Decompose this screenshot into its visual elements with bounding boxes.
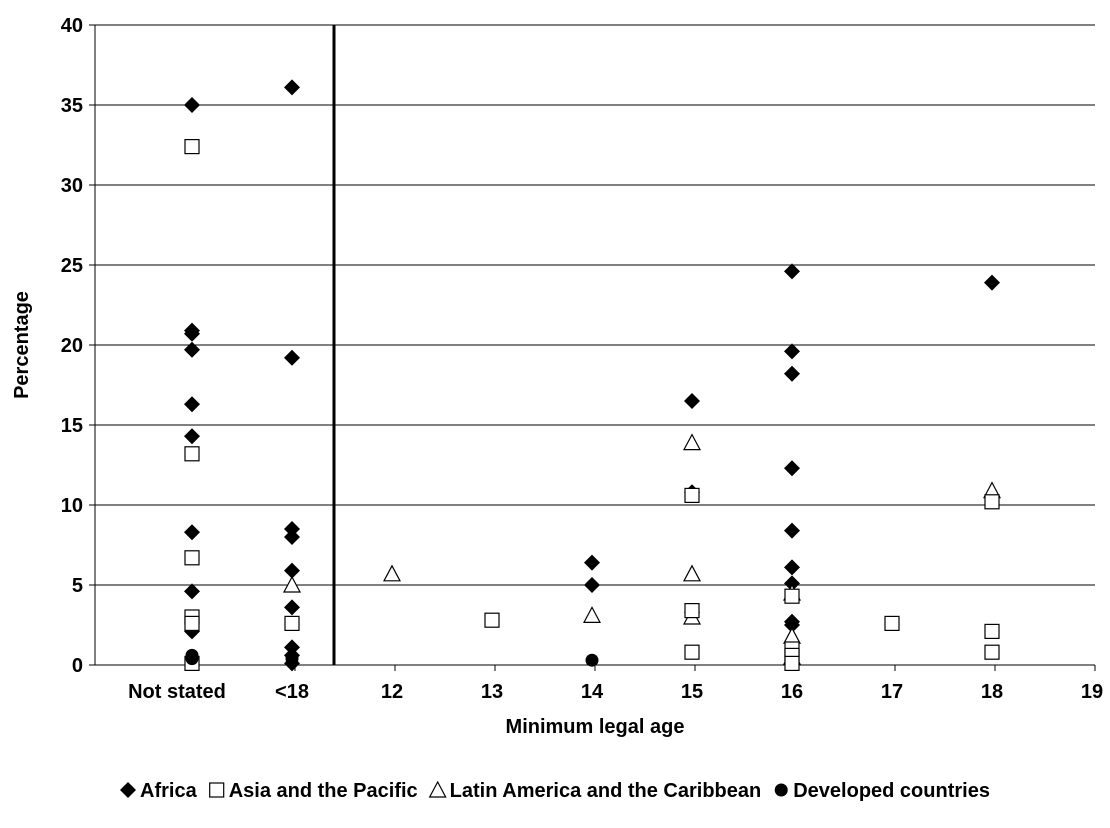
- point-asia-and-the-pacific-7: [484, 612, 500, 628]
- point-africa-28: [784, 559, 800, 576]
- x-axis-title: Minimum legal age: [506, 716, 685, 738]
- point-developed-countries-3: [585, 653, 599, 667]
- y-tick-label-15: 15: [61, 415, 83, 437]
- x-tick-label-8: 18: [981, 681, 1003, 703]
- y-tick-label-0: 0: [72, 655, 83, 677]
- legend-marker-africa: [120, 782, 136, 798]
- point-africa-7: [184, 583, 200, 600]
- point-latin-america-and-the-caribbean-1: [383, 564, 401, 582]
- point-africa-12: [284, 529, 300, 545]
- y-tick-label-35: 35: [61, 95, 83, 117]
- legend-label-developed-countries: Developed countries: [793, 780, 990, 802]
- legend-label-asia-and-the-pacific: Asia and the Pacific: [229, 780, 418, 802]
- point-africa-2: [184, 325, 200, 342]
- series-developed-countries: [185, 648, 599, 667]
- axes: [89, 24, 1096, 671]
- y-tick-label-25: 25: [61, 255, 83, 277]
- point-africa-18: [584, 554, 600, 571]
- point-africa-9: [284, 79, 300, 96]
- point-asia-and-the-pacific-4: [184, 615, 200, 632]
- point-developed-countries-1: [185, 652, 199, 666]
- x-tick-label-2: 12: [381, 681, 403, 703]
- series-africa: [184, 79, 1000, 672]
- x-tick-label-5: 15: [681, 681, 703, 703]
- y-tick-label-30: 30: [61, 175, 83, 197]
- point-africa-5: [184, 428, 200, 445]
- legend-marker-developed-countries: [774, 783, 788, 797]
- y-tick-label-40: 40: [61, 15, 83, 37]
- point-asia-and-the-pacific-14: [784, 655, 800, 672]
- point-africa-4: [184, 396, 200, 413]
- x-tick-label-9: 19: [1081, 681, 1103, 703]
- point-africa-26: [784, 460, 800, 477]
- point-africa-3: [184, 341, 200, 358]
- point-latin-america-and-the-caribbean-2: [583, 606, 601, 624]
- legend-marker-asia-and-the-pacific: [209, 782, 225, 798]
- point-africa-14: [284, 599, 300, 616]
- legend-label-latin-america-and-the-caribbean: Latin America and the Caribbean: [450, 780, 762, 802]
- y-axis-title: Percentage: [11, 291, 33, 399]
- point-africa-10: [284, 349, 300, 366]
- point-asia-and-the-pacific-16: [984, 494, 1000, 510]
- point-latin-america-and-the-caribbean-7: [783, 626, 801, 644]
- legend-item-developed-countries: Developed countries: [774, 780, 990, 802]
- y-tick-label-5: 5: [72, 575, 83, 597]
- point-asia-and-the-pacific-18: [984, 644, 1000, 660]
- point-asia-and-the-pacific-17: [984, 623, 1000, 640]
- legend-item-africa: Africa: [120, 780, 198, 802]
- point-asia-and-the-pacific-10: [684, 644, 700, 660]
- point-asia-and-the-pacific-2: [184, 550, 200, 566]
- point-asia-and-the-pacific-8: [684, 487, 700, 503]
- y-tick-label-10: 10: [61, 495, 83, 517]
- point-africa-31: [784, 617, 800, 633]
- point-asia-and-the-pacific-1: [184, 446, 200, 462]
- point-asia-and-the-pacific-11: [784, 588, 800, 604]
- point-africa-0: [184, 97, 200, 113]
- point-africa-6: [184, 524, 200, 541]
- x-tick-label-4: 14: [581, 681, 604, 703]
- x-tick-label-0: Not stated: [128, 681, 226, 703]
- point-asia-and-the-pacific-15: [884, 615, 900, 632]
- point-latin-america-and-the-caribbean-4: [683, 564, 701, 582]
- legend-marker-latin-america-and-the-caribbean: [428, 780, 447, 798]
- point-africa-32: [984, 274, 1000, 291]
- y-tick-label-20: 20: [61, 335, 83, 357]
- point-asia-and-the-pacific-9: [684, 602, 700, 619]
- x-tick-labels: Not stated <18 12 13 14 15 16 17 18 19: [128, 681, 1103, 703]
- gridlines: [95, 24, 1095, 586]
- legend-item-latin-america-and-the-caribbean: Latin America and the Caribbean: [428, 780, 762, 802]
- point-developed-countries-2: [285, 652, 299, 666]
- x-tick-label-3: 13: [481, 681, 503, 703]
- point-africa-20: [684, 393, 700, 409]
- point-africa-23: [784, 263, 800, 280]
- x-tick-label-1: <18: [275, 681, 309, 703]
- y-tick-labels: 0 5 10 15 20 25 30 35 40: [61, 15, 83, 677]
- point-asia-and-the-pacific-0: [184, 139, 200, 155]
- point-africa-29: [784, 575, 800, 592]
- legend-label-africa: Africa: [140, 780, 198, 802]
- point-africa-25: [784, 365, 800, 382]
- point-africa-24: [784, 343, 800, 360]
- series-asia-and-the-pacific: [184, 139, 1000, 672]
- x-tick-label-7: 17: [881, 681, 903, 703]
- legend: Africa Asia and the Pacific Latin America …: [120, 780, 990, 802]
- point-asia-and-the-pacific-6: [284, 615, 300, 632]
- point-africa-13: [284, 562, 300, 579]
- x-tick-label-6: 16: [781, 681, 803, 703]
- legend-item-asia-and-the-pacific: Asia and the Pacific: [209, 780, 418, 802]
- point-africa-19: [584, 577, 600, 593]
- point-africa-27: [784, 522, 800, 539]
- point-latin-america-and-the-caribbean-3: [683, 433, 701, 451]
- data-points: [184, 79, 1001, 672]
- point-latin-america-and-the-caribbean-0: [283, 575, 301, 593]
